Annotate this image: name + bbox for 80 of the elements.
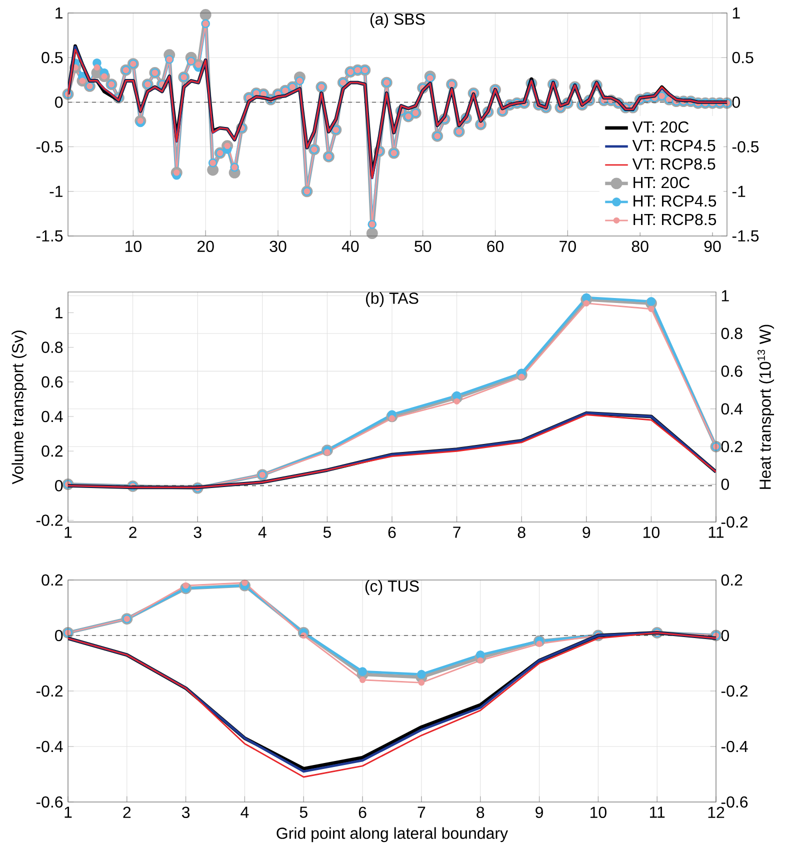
y2-tick-label: 0.2 bbox=[721, 574, 742, 586]
y-tick-label: 0.2 bbox=[42, 445, 62, 457]
y-tick-label: -0.6 bbox=[36, 796, 63, 808]
x-tick-label: 8 bbox=[518, 526, 526, 538]
y-tick-label: 0.8 bbox=[42, 342, 63, 353]
y2-tick-label: 1 bbox=[732, 7, 740, 18]
y2-tick-label: -1.5 bbox=[732, 230, 759, 242]
y2-tick-label: 0 bbox=[721, 630, 729, 642]
y-tick-label: 0 bbox=[55, 630, 63, 642]
x-tick-label: 1 bbox=[64, 526, 72, 538]
y-tick-label: -0.5 bbox=[36, 141, 63, 152]
legend-label: VT: RCP8.5 bbox=[632, 158, 716, 170]
y2-tick-label: -0.6 bbox=[721, 796, 748, 808]
chart-title: (a) SBS bbox=[370, 13, 425, 28]
y2-tick-label: 0 bbox=[732, 96, 740, 108]
x-tick-label: 9 bbox=[536, 806, 543, 818]
x-tick-label: 7 bbox=[453, 526, 460, 538]
x-tick-label: 4 bbox=[258, 526, 266, 538]
x-tick-label: 11 bbox=[650, 806, 665, 818]
x-tick-label: 3 bbox=[194, 526, 202, 538]
chart-title: (b) TAS bbox=[366, 292, 418, 308]
y-axis-title: Volume transport (Sv) bbox=[12, 330, 27, 484]
x-tick-label: 10 bbox=[125, 240, 142, 252]
y2-tick-label: -1 bbox=[732, 186, 746, 197]
y2-tick-label: -0.2 bbox=[721, 516, 748, 528]
x-tick-label: 6 bbox=[388, 526, 396, 538]
legend-label: VT: RCP4.5 bbox=[632, 140, 716, 152]
y2-tick-label: -0.5 bbox=[732, 141, 759, 152]
y-tick-label: 0.5 bbox=[42, 52, 63, 64]
y2-tick-label: 0.2 bbox=[721, 440, 742, 452]
x-tick-label: 2 bbox=[123, 806, 131, 818]
legend-label: HT: 20C bbox=[634, 176, 690, 188]
y2-tick-label: 0 bbox=[721, 478, 729, 490]
y-tick-label: 0.2 bbox=[42, 574, 62, 586]
x-tick-label: 4 bbox=[240, 806, 249, 818]
y-tick-label: -0.2 bbox=[36, 685, 62, 697]
y2-axis-title: Heat transport (10$^{13}$ W) bbox=[757, 324, 774, 489]
y-tick-label: 0.6 bbox=[42, 376, 63, 388]
y-tick-label: -1 bbox=[50, 186, 63, 197]
x-tick-label: 1 bbox=[64, 806, 72, 818]
y2-tick-label: 1 bbox=[722, 290, 729, 302]
chart-title: (c) TUS bbox=[365, 580, 419, 595]
x-tick-label: 6 bbox=[358, 806, 366, 818]
x-tick-label: 80 bbox=[632, 240, 648, 252]
x-tick-label: 8 bbox=[476, 806, 484, 818]
legend-label: HT: RCP8.5 bbox=[634, 214, 716, 226]
x-tick-label: 7 bbox=[418, 806, 426, 818]
x-axis-title: Grid point along lateral boundary bbox=[276, 827, 508, 842]
x-tick-label: 90 bbox=[704, 240, 721, 252]
y2-tick-label: -0.2 bbox=[721, 685, 748, 697]
x-tick-label: 5 bbox=[300, 806, 308, 818]
y-tick-label: -0.4 bbox=[36, 740, 63, 752]
y-tick-label: 0 bbox=[55, 96, 63, 108]
x-tick-label: 40 bbox=[342, 240, 359, 252]
legend-label: VT: 20C bbox=[632, 121, 689, 133]
x-tick-label: 11 bbox=[708, 526, 724, 538]
y2-tick-label: 0.8 bbox=[721, 328, 742, 340]
x-tick-label: 30 bbox=[270, 240, 286, 252]
y2-tick-label: 0.5 bbox=[732, 52, 754, 64]
x-tick-label: 10 bbox=[590, 806, 606, 818]
legend-label: HT: RCP4.5 bbox=[634, 195, 716, 207]
x-tick-label: 10 bbox=[644, 526, 660, 538]
y-tick-label: 0.4 bbox=[42, 410, 63, 422]
x-tick-label: 9 bbox=[582, 526, 590, 538]
y-tick-label: 0 bbox=[55, 480, 63, 492]
y-tick-label: 1 bbox=[56, 307, 63, 318]
x-tick-label: 12 bbox=[708, 806, 724, 818]
x-tick-label: 50 bbox=[414, 240, 432, 252]
y2-tick-label: -0.4 bbox=[721, 740, 748, 752]
x-tick-label: 60 bbox=[487, 240, 504, 252]
x-tick-label: 3 bbox=[182, 806, 190, 818]
x-tick-label: 5 bbox=[323, 526, 331, 538]
y-tick-label: -1.5 bbox=[36, 230, 63, 242]
x-tick-label: 20 bbox=[197, 240, 214, 252]
y-tick-label: 1 bbox=[56, 8, 63, 18]
y-tick-label: -0.2 bbox=[36, 514, 62, 526]
x-tick-label: 70 bbox=[560, 240, 576, 252]
x-tick-label: 2 bbox=[129, 526, 136, 538]
y2-tick-label: 0.4 bbox=[721, 403, 742, 415]
y2-tick-label: 0.6 bbox=[721, 366, 742, 377]
